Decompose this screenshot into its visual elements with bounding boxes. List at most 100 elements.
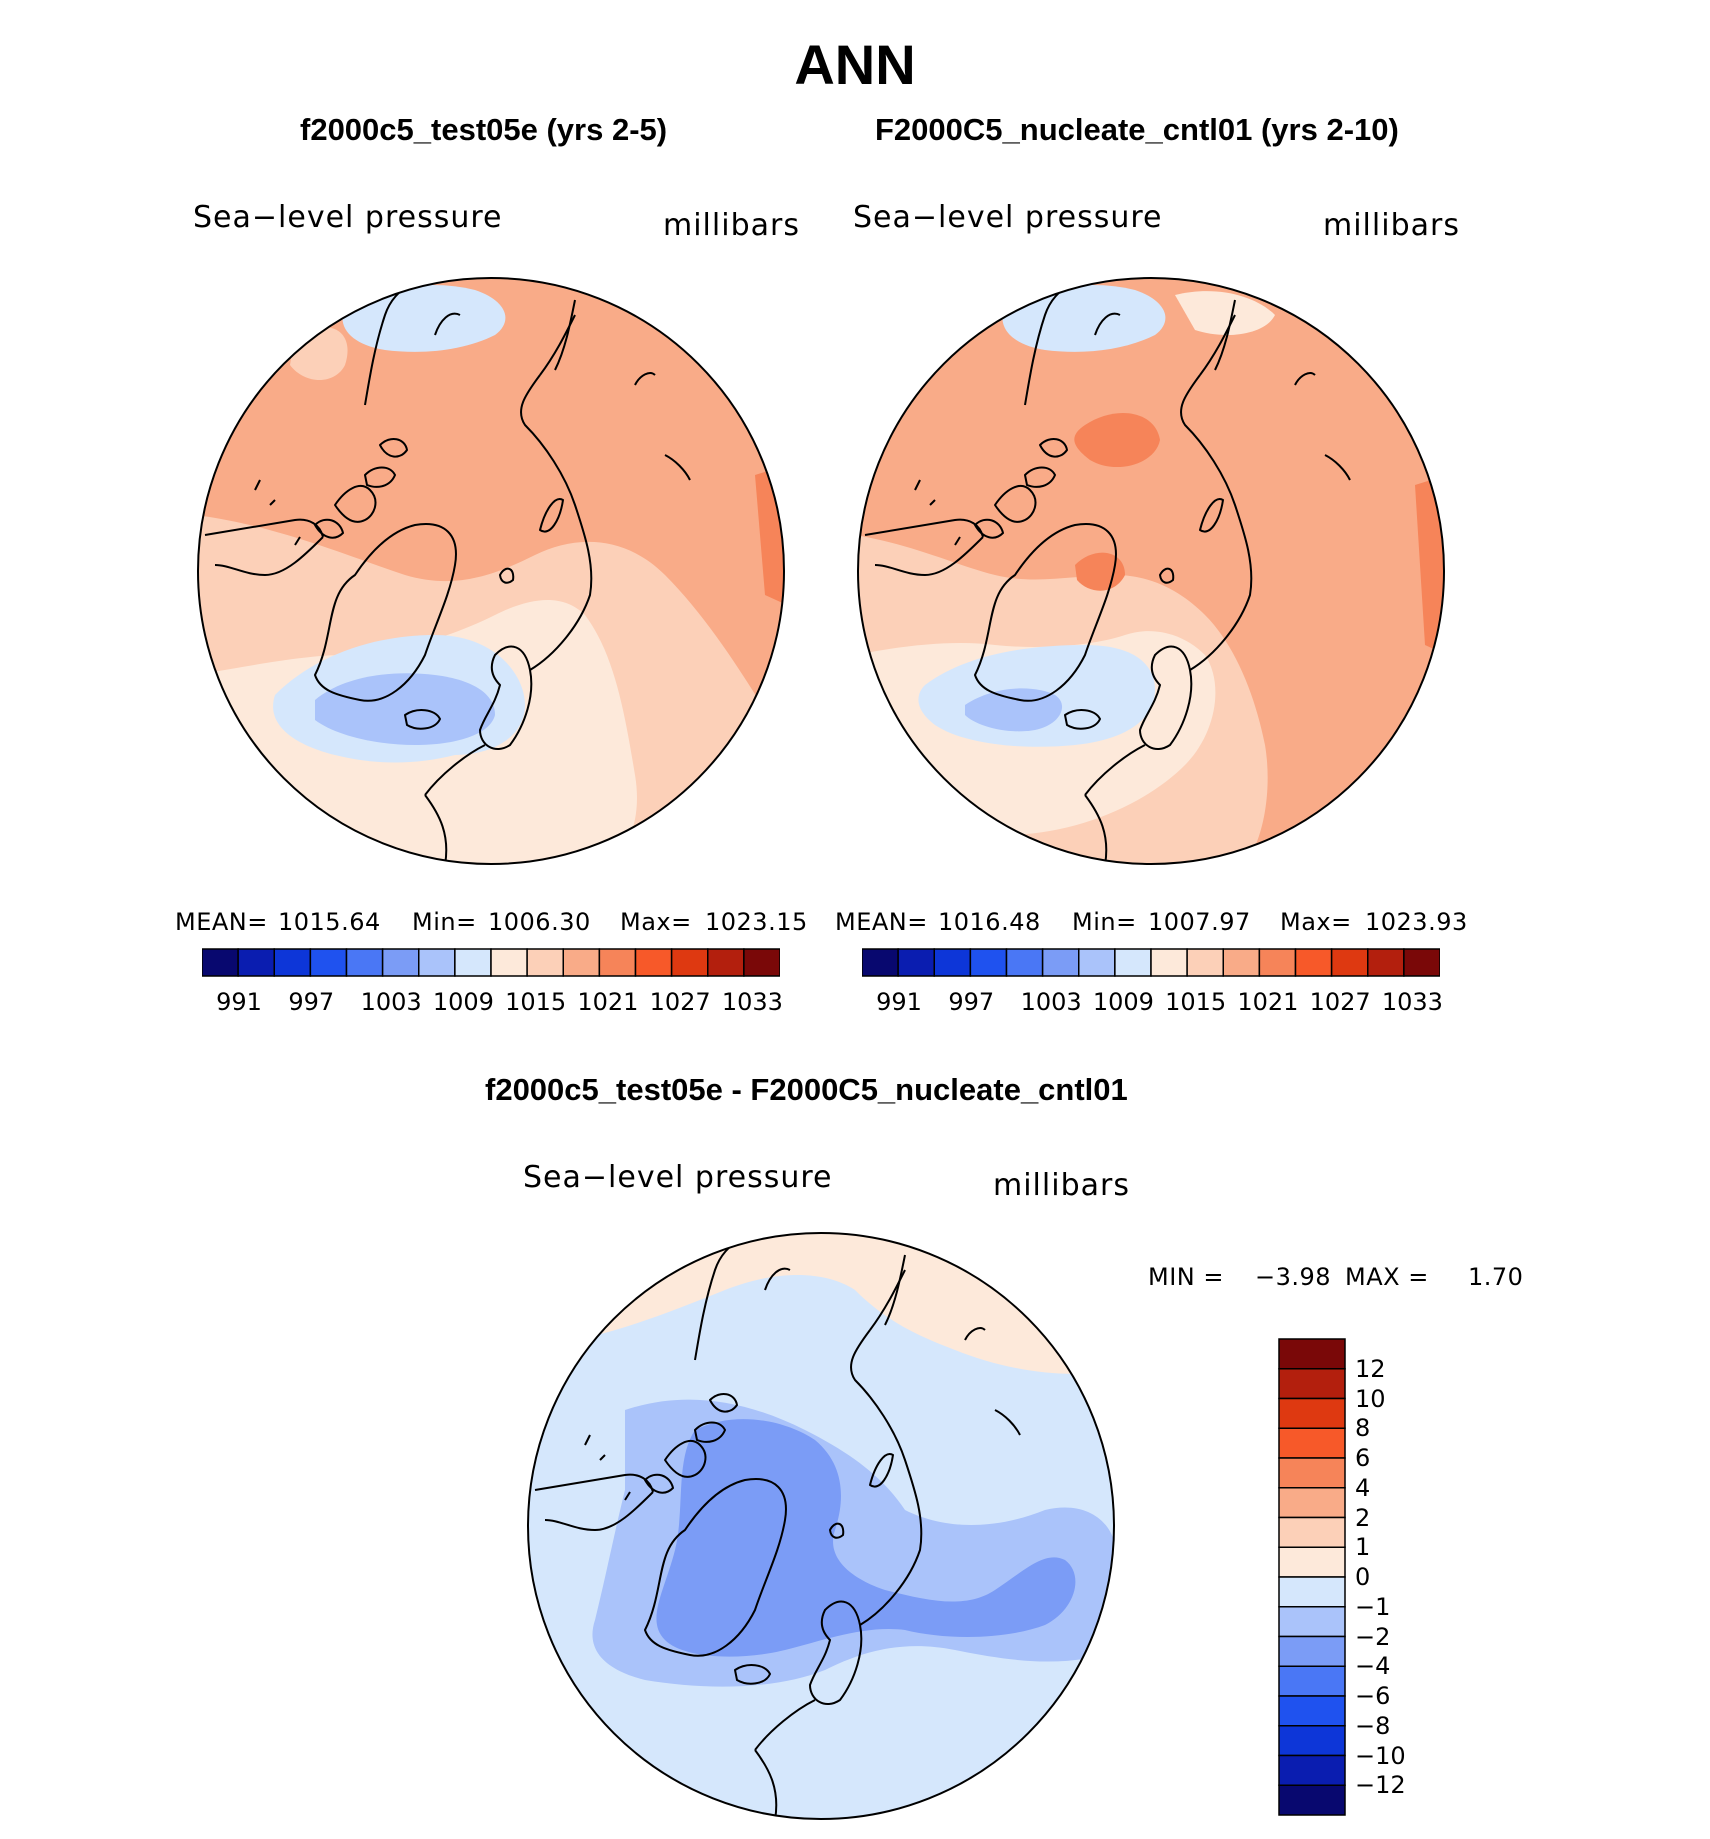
panel2-max-value: 1023.93 (1365, 908, 1468, 936)
colorbar-tick-label: 997 (948, 988, 995, 1016)
colorbar-swatch (933, 948, 972, 977)
panel2-title: F2000C5_nucleate_cntl01 (yrs 2-10) (875, 112, 1399, 147)
colorbar-tick-label: 8 (1355, 1414, 1371, 1443)
panel2-max-label: Max= (1280, 908, 1352, 936)
colorbar-panel3 (1278, 1338, 1346, 1816)
colorbar-swatch (1278, 1427, 1346, 1459)
colorbar-tick-label: 1027 (1309, 988, 1371, 1016)
contour-region (342, 285, 506, 352)
colorbar-tick-label: 1 (1355, 1533, 1371, 1562)
colorbar-swatch (309, 948, 348, 977)
colorbar-swatch (1005, 948, 1044, 977)
colorbar-swatch (1278, 1695, 1346, 1727)
colorbar-swatch (418, 948, 456, 977)
panel3-max-label: MAX = (1345, 1263, 1429, 1291)
colorbar-swatch (1041, 948, 1080, 977)
map-boundary (857, 277, 1445, 865)
panel3-units-label: millibars (993, 1168, 1130, 1203)
colorbar-panel1 (202, 948, 780, 977)
colorbar-swatch (381, 948, 420, 977)
colorbar-tick-label: 1033 (1381, 988, 1443, 1016)
colorbar-tick-label: −10 (1355, 1741, 1406, 1770)
panel1-max-value: 1023.15 (705, 908, 808, 936)
colorbar-tick-label: 12 (1355, 1354, 1386, 1383)
colorbar-swatch (237, 948, 275, 977)
colorbar-swatch (1278, 1368, 1346, 1400)
map-panel3 (527, 1232, 1115, 1820)
colorbar-tick-label: −2 (1355, 1622, 1391, 1651)
coastline-overlay (204, 284, 691, 864)
colorbar-tick-label: 1027 (649, 988, 711, 1016)
contour-region (1074, 413, 1160, 468)
colorbar-tick-label: 6 (1355, 1444, 1371, 1472)
colorbar-swatch (202, 948, 239, 977)
colorbar-swatch (1367, 948, 1405, 977)
contour-region (1175, 291, 1275, 335)
colorbar-tick-label: 1033 (721, 988, 783, 1016)
colorbar-swatch (1078, 948, 1116, 977)
coastline-overlay (864, 284, 1351, 864)
colorbar-swatch (1278, 1397, 1346, 1429)
colorbar-swatch (1278, 1546, 1346, 1578)
map-boundary (197, 277, 785, 865)
colorbar-swatch (454, 948, 492, 977)
colorbar-tick-label: 1021 (577, 988, 639, 1016)
panel1-variable-label: Sea−level pressure (193, 200, 503, 235)
map-field-panel2 (858, 278, 1444, 864)
colorbar-swatch (1258, 948, 1297, 977)
colorbar-panel2 (862, 948, 1440, 977)
colorbar-swatch (670, 948, 709, 977)
colorbar-tick-label: −4 (1355, 1652, 1391, 1681)
colorbar-swatch (598, 948, 637, 977)
panel2-mean-value: 1016.48 (938, 908, 1041, 936)
colorbar-tick-label: −12 (1355, 1771, 1406, 1800)
panel1-max-label: Max= (620, 908, 692, 936)
colorbar-swatch (1278, 1606, 1346, 1638)
colorbar-tick-label: 1003 (1020, 988, 1082, 1016)
map-boundary (527, 1232, 1115, 1820)
colorbar-swatch (1278, 1754, 1346, 1786)
main-title: ANN (794, 33, 916, 96)
colorbar-swatch (345, 948, 384, 977)
colorbar-tick-label: 2 (1355, 1503, 1371, 1532)
colorbar-swatch (273, 948, 312, 977)
colorbar-tick-label: 991 (216, 988, 262, 1016)
panel3-title: f2000c5_test05e - F2000C5_nucleate_cntl0… (485, 1072, 1128, 1107)
colorbar-tick-label: 10 (1355, 1384, 1386, 1413)
colorbar-swatch (1278, 1487, 1346, 1519)
colorbar-tick-label: −6 (1355, 1682, 1391, 1710)
colorbar-tick-label: 1009 (432, 988, 494, 1016)
colorbar-swatch (1278, 1338, 1346, 1370)
contour-region (315, 673, 495, 745)
colorbar-tick-label: −1 (1355, 1592, 1391, 1621)
colorbar-swatch (1278, 1576, 1346, 1608)
map-field-panel1 (198, 278, 784, 864)
panel1-min-label: Min= (412, 908, 477, 936)
colorbar-swatch (490, 948, 528, 977)
colorbar-swatch (1278, 1635, 1346, 1667)
panel1-units-label: millibars (663, 208, 800, 243)
colorbar-swatch (1278, 1784, 1346, 1816)
colorbar-swatch (969, 948, 1008, 977)
colorbar-swatch (1222, 948, 1261, 977)
panel3-min-value: −3.98 (1255, 1263, 1332, 1291)
colorbar-swatch (1278, 1725, 1346, 1757)
colorbar-swatch (526, 948, 564, 977)
panel3-min-label: MIN = (1148, 1263, 1224, 1291)
colorbar-swatch (1186, 948, 1224, 977)
contour-region (1002, 285, 1166, 352)
colorbar-swatch (1114, 948, 1152, 977)
map-panel1 (197, 277, 785, 865)
colorbar-tick-label: 1021 (1237, 988, 1299, 1016)
colorbar-tick-label: 1015 (505, 988, 567, 1016)
panel1-min-value: 1006.30 (488, 908, 591, 936)
colorbar-tick-label: 991 (876, 988, 922, 1016)
panel3-variable-label: Sea−level pressure (523, 1160, 833, 1195)
colorbar-tick-label: 1009 (1092, 988, 1154, 1016)
coastline-overlay (534, 1239, 1021, 1819)
colorbar-swatch (1278, 1516, 1346, 1548)
colorbar-tick-label: 997 (288, 988, 335, 1016)
panel2-min-value: 1007.97 (1148, 908, 1251, 936)
colorbar-tick-label: −8 (1355, 1711, 1391, 1740)
panel3-max-value: 1.70 (1468, 1263, 1524, 1291)
